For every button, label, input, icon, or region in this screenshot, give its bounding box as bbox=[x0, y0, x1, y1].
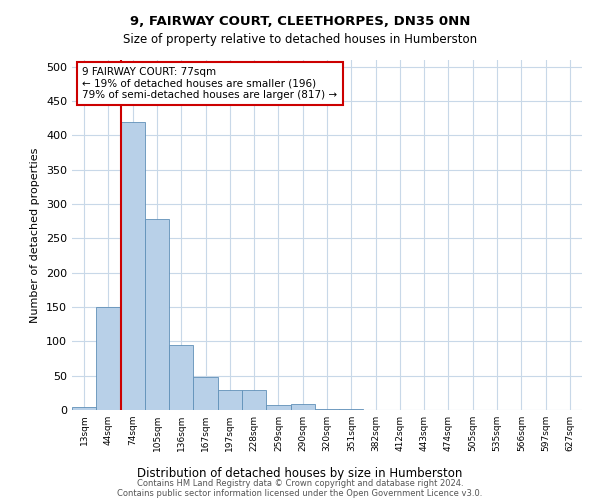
Bar bbox=[242, 390, 266, 410]
Text: Distribution of detached houses by size in Humberston: Distribution of detached houses by size … bbox=[137, 467, 463, 480]
Bar bbox=[96, 307, 121, 410]
Bar bbox=[72, 406, 96, 410]
Bar bbox=[266, 404, 290, 410]
Text: Contains public sector information licensed under the Open Government Licence v3: Contains public sector information licen… bbox=[118, 488, 482, 498]
Bar bbox=[121, 122, 145, 410]
Bar bbox=[193, 377, 218, 410]
Bar bbox=[169, 345, 193, 410]
Bar bbox=[218, 390, 242, 410]
Bar bbox=[145, 219, 169, 410]
Text: Size of property relative to detached houses in Humberston: Size of property relative to detached ho… bbox=[123, 32, 477, 46]
Text: Contains HM Land Registry data © Crown copyright and database right 2024.: Contains HM Land Registry data © Crown c… bbox=[137, 478, 463, 488]
Y-axis label: Number of detached properties: Number of detached properties bbox=[31, 148, 40, 322]
Text: 9 FAIRWAY COURT: 77sqm
← 19% of detached houses are smaller (196)
79% of semi-de: 9 FAIRWAY COURT: 77sqm ← 19% of detached… bbox=[82, 67, 337, 100]
Bar bbox=[315, 408, 339, 410]
Text: 9, FAIRWAY COURT, CLEETHORPES, DN35 0NN: 9, FAIRWAY COURT, CLEETHORPES, DN35 0NN bbox=[130, 15, 470, 28]
Bar bbox=[290, 404, 315, 410]
